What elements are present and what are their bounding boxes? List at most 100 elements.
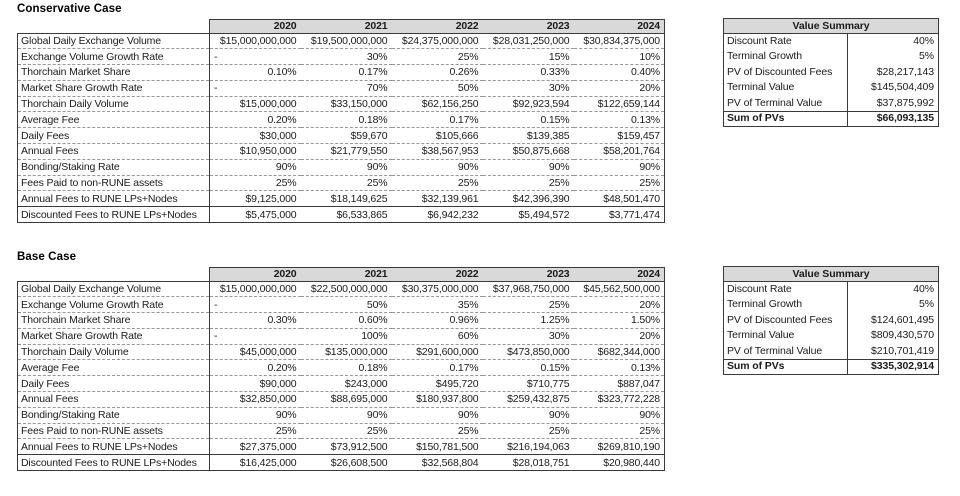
cell-2022: $38,567,953 (391, 143, 483, 160)
cell-2024: 0.13% (573, 359, 665, 377)
cell-2023: $28,018,751 (482, 454, 574, 472)
cell-2021: 30% (300, 48, 392, 66)
cell-2022: 0.17% (391, 359, 483, 377)
cell-2022: 90% (391, 159, 483, 176)
cell-2021: 0.18% (300, 359, 392, 377)
year-header-2021: 2021 (300, 267, 392, 282)
cell-2021: 25% (300, 423, 392, 440)
cell-2021: $33,150,000 (300, 96, 392, 113)
cell-2024: 25% (573, 423, 665, 440)
cell-2020: $90,000 (209, 375, 301, 393)
cell-2020: 0.20% (209, 111, 301, 129)
cell-2022: $32,139,961 (391, 190, 483, 208)
projection-table-body: Global Daily Exchange Volume $15,000,000… (17, 280, 665, 472)
summary-value: 40% (913, 35, 935, 47)
table-row: Exchange Volume Growth Rate - 30% 25% 15… (17, 48, 665, 66)
cell-2023: 90% (482, 407, 574, 424)
cell-2024: $122,659,144 (573, 96, 665, 113)
summary-value: $145,504,409 (870, 81, 935, 94)
year-header-2020: 2020 (209, 267, 301, 282)
row-label: Daily Fees (17, 127, 210, 145)
cell-2023: $5,494,572 (482, 206, 574, 224)
cell-2021: $73,912,500 (300, 438, 392, 456)
cell-2023: $473,850,000 (482, 344, 574, 361)
cell-2020: $10,950,000 (209, 143, 301, 160)
cell-2020: 0.10% (209, 64, 301, 81)
cell-2020: $15,000,000,000 (209, 281, 301, 298)
value-summary-title: Value Summary (723, 18, 939, 34)
summary-label: Sum of PVs (723, 110, 848, 127)
table-row: Fees Paid to non-RUNE assets 25% 25% 25%… (17, 175, 665, 192)
summary-label: PV of Discounted Fees (723, 312, 848, 328)
cell-2024: $45,562,500,000 (573, 281, 665, 298)
row-label: Annual Fees to RUNE LPs+Nodes (17, 438, 210, 456)
cell-2021: $26,608,500 (300, 454, 392, 472)
value-summary-base: Value Summary Discount Rate 40% Terminal… (723, 266, 940, 375)
summary-row: Terminal Growth 5% (723, 49, 939, 65)
cell-2023: 90% (482, 159, 574, 176)
table-row: Daily Fees $90,000 $243,000 $495,720 $71… (17, 375, 665, 393)
summary-value: $809,430,570 (870, 329, 935, 342)
cell-2020: $32,850,000 (209, 391, 301, 408)
cell-2021: 90% (300, 407, 392, 424)
table-row: Average Fee 0.20% 0.18% 0.17% 0.15% 0.13… (17, 111, 665, 129)
summary-row: Terminal Value $809,430,570 (723, 328, 939, 344)
cell-2021: 25% (300, 175, 392, 192)
cell-2020: $15,000,000 (209, 96, 301, 113)
cell-2022: 25% (391, 48, 483, 66)
cell-2023: 0.15% (482, 111, 574, 129)
row-label: Thorchain Market Share (17, 312, 210, 329)
cell-2022: $105,666 (391, 127, 483, 145)
cell-2023: $92,923,594 (482, 96, 574, 113)
cell-2022: 25% (391, 175, 483, 192)
corner-cell (18, 268, 210, 282)
cell-2022: $495,720 (391, 375, 483, 393)
year-header-2020: 2020 (209, 19, 301, 34)
cell-2022: $32,568,804 (391, 454, 483, 472)
row-label: Discounted Fees to RUNE LPs+Nodes (17, 206, 210, 224)
summary-value: $37,875,992 (876, 96, 935, 109)
row-label: Thorchain Daily Volume (17, 344, 210, 361)
summary-value: $28,217,143 (876, 65, 935, 78)
cell-2024: 20% (573, 328, 665, 345)
year-header-2021: 2021 (300, 19, 392, 34)
cell-2024: 10% (573, 48, 665, 66)
value-summary-title: Value Summary (723, 266, 939, 282)
table-row: Market Share Growth Rate - 100% 60% 30% … (17, 328, 665, 345)
row-label: Exchange Volume Growth Rate (17, 296, 210, 314)
cell-2023: $37,968,750,000 (482, 281, 574, 298)
summary-label: Terminal Growth (723, 49, 848, 65)
year-header-2022: 2022 (391, 19, 483, 34)
cell-2020: $9,125,000 (209, 190, 301, 208)
summary-row: PV of Discounted Fees $28,217,143 (723, 64, 939, 80)
cell-2024: 25% (573, 175, 665, 192)
table-row: Annual Fees to RUNE LPs+Nodes $9,125,000… (17, 190, 665, 208)
cell-2021: $59,670 (300, 127, 392, 145)
cell-2023: $139,385 (482, 127, 574, 145)
cell-2020: $5,475,000 (209, 206, 301, 224)
cell-2022: $150,781,500 (391, 438, 483, 456)
cell-2022: $291,600,000 (391, 344, 483, 361)
cell-2023: 0.33% (482, 64, 574, 81)
row-label: Market Share Growth Rate (17, 328, 210, 345)
cell-2024: $323,772,228 (573, 391, 665, 408)
summary-value: $335,302,914 (847, 358, 939, 375)
cell-2022: 50% (391, 80, 483, 97)
cell-2022: 0.96% (391, 312, 483, 329)
cell-2022: 35% (391, 296, 483, 314)
cell-2024: $30,834,375,000 (573, 33, 665, 50)
cell-2024: $20,980,440 (573, 454, 665, 472)
row-label: Average Fee (17, 111, 210, 129)
cell-2020: $27,375,000 (209, 438, 301, 456)
cell-2024: $3,771,474 (573, 206, 665, 224)
cell-2021: 70% (300, 80, 392, 97)
value-summary-conservative: Value Summary Discount Rate 40% Terminal… (723, 18, 940, 127)
cell-2020: 0.20% (209, 359, 301, 377)
cell-2022: 90% (391, 407, 483, 424)
cell-2023: $42,396,390 (482, 190, 574, 208)
year-header-2024: 2024 (573, 19, 665, 34)
summary-value: 5% (919, 298, 935, 311)
row-label: Annual Fees (17, 143, 210, 160)
row-label: Global Daily Exchange Volume (17, 32, 210, 50)
cell-2024: $58,201,764 (573, 143, 665, 160)
